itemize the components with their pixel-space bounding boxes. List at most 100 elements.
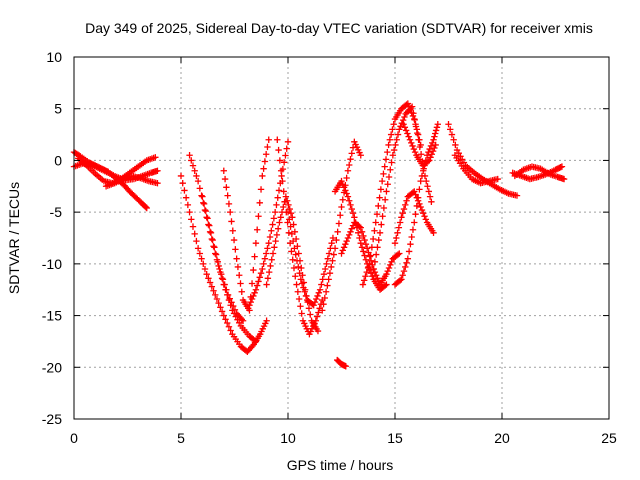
data-point <box>224 192 231 199</box>
data-point <box>269 221 276 228</box>
data-point <box>389 152 397 159</box>
data-point <box>433 124 441 131</box>
data-point <box>513 192 521 199</box>
data-point <box>421 213 428 220</box>
data-point <box>286 216 293 223</box>
data-point <box>229 227 236 234</box>
data-point <box>275 146 282 154</box>
data-point <box>371 258 379 265</box>
data-point <box>403 197 410 204</box>
data-point <box>400 267 408 275</box>
data-point <box>189 223 197 230</box>
data-point <box>430 229 437 237</box>
data-point <box>295 250 302 257</box>
data-point <box>212 291 219 299</box>
data-point <box>339 247 346 254</box>
series-arc12 <box>284 208 337 309</box>
data-point <box>343 190 350 197</box>
data-point <box>313 313 321 320</box>
data-point <box>393 234 400 242</box>
data-point <box>402 263 409 271</box>
data-point <box>430 136 437 143</box>
data-point <box>376 229 384 237</box>
data-point <box>322 288 330 295</box>
data-point <box>289 256 296 263</box>
data-point <box>207 229 215 237</box>
data-point <box>387 131 395 138</box>
data-point <box>348 225 355 232</box>
data-point <box>280 188 287 195</box>
data-point <box>338 177 345 185</box>
data-point <box>417 177 424 185</box>
data-point <box>325 250 333 257</box>
data-point <box>358 228 366 235</box>
data-point <box>324 255 332 262</box>
data-point <box>256 199 263 207</box>
data-point <box>231 306 239 313</box>
data-point <box>337 212 344 219</box>
y-tick-label: 10 <box>46 49 62 65</box>
data-point <box>340 244 348 251</box>
series-arc20 <box>391 121 441 288</box>
data-point <box>372 272 380 279</box>
data-point <box>270 215 278 222</box>
data-point <box>215 262 222 270</box>
data-point <box>347 155 354 163</box>
data-point <box>378 177 386 185</box>
series-arc14 <box>331 177 390 293</box>
data-point <box>431 144 438 152</box>
data-point <box>188 157 195 164</box>
data-point <box>402 201 409 209</box>
data-point <box>360 248 367 255</box>
data-point <box>411 219 418 226</box>
data-point <box>359 281 367 288</box>
data-point <box>388 159 395 166</box>
data-point <box>221 281 228 288</box>
data-point <box>214 258 222 265</box>
data-point <box>384 267 391 275</box>
data-point <box>200 199 207 207</box>
data-point <box>262 250 270 257</box>
y-tick-label: 5 <box>54 101 62 117</box>
data-point <box>408 139 415 147</box>
data-point <box>326 269 334 277</box>
data-point <box>384 181 391 188</box>
data-point <box>273 231 281 239</box>
data-point <box>276 157 284 164</box>
data-point <box>213 295 221 303</box>
data-point <box>375 236 382 244</box>
data-point <box>218 271 225 278</box>
data-point <box>418 206 426 214</box>
data-point <box>445 121 452 128</box>
data-point <box>223 184 230 191</box>
data-point <box>253 226 261 233</box>
data-point <box>203 271 210 278</box>
data-point <box>201 265 209 273</box>
data-point <box>189 162 197 169</box>
data-point <box>293 281 300 288</box>
series-arc19 <box>391 188 437 247</box>
data-point <box>297 276 305 283</box>
data-point <box>264 245 271 252</box>
series-arc11 <box>274 136 326 338</box>
data-point <box>193 237 200 245</box>
data-point <box>394 229 401 237</box>
data-point <box>411 116 418 124</box>
series-arc4 <box>102 172 161 190</box>
data-point <box>272 237 279 245</box>
data-point <box>392 141 399 149</box>
data-point <box>257 186 265 193</box>
y-tick-label: -15 <box>42 308 62 324</box>
data-point <box>358 244 366 251</box>
data-point <box>262 151 270 158</box>
data-point <box>289 237 297 245</box>
x-tick-label: 15 <box>387 430 403 446</box>
data-point <box>217 304 224 311</box>
data-point <box>400 205 408 213</box>
data-point <box>188 216 195 223</box>
data-point <box>362 273 369 280</box>
data-point <box>222 316 229 323</box>
data-point <box>348 150 355 157</box>
x-tick-label: 5 <box>177 430 185 446</box>
